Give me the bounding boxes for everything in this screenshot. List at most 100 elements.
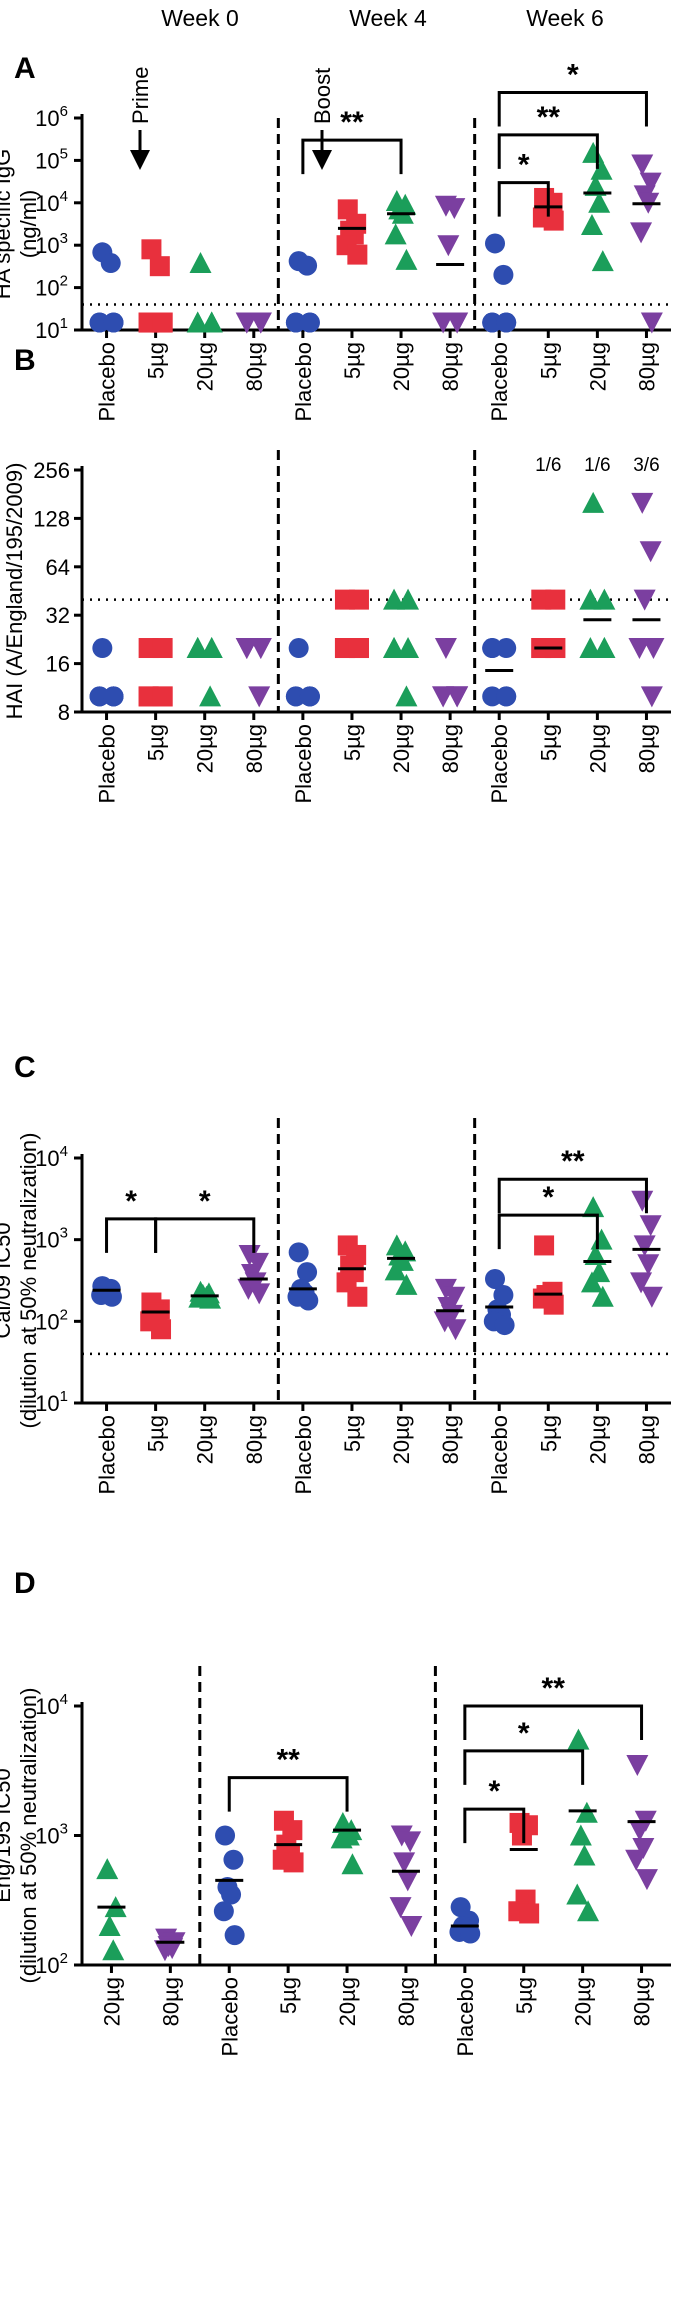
panel-a-point-d20 xyxy=(580,213,603,235)
panel-a-point-placebo xyxy=(496,312,517,333)
panel-d-point-d20 xyxy=(569,1824,592,1846)
panel-c-point-placebo xyxy=(288,1242,309,1263)
panel-a-category-label: 20µg xyxy=(585,342,610,391)
week-0-label: Week 0 xyxy=(161,5,239,31)
panel-c-point-d5 xyxy=(151,1319,172,1340)
panel-b-category-label: 80µg xyxy=(634,724,659,773)
panel-a-ytick-exponent: 2 xyxy=(60,273,68,290)
panel-b-point-placebo xyxy=(482,638,503,659)
panel-a-point-d80 xyxy=(249,312,272,334)
panel-b-point-d80 xyxy=(631,492,654,514)
panel-c-point-d5 xyxy=(543,1294,564,1315)
panel-c-ytick-base: 10 xyxy=(35,1146,59,1171)
panel-d-ytick-exponent: 3 xyxy=(60,1821,68,1838)
panel-c-category-label: 5µg xyxy=(340,1415,365,1452)
panel-b-point-d20 xyxy=(186,637,209,659)
panel-b-point-d20 xyxy=(582,491,605,513)
panel-b-category-label: Placebo xyxy=(95,724,120,804)
prime-label: Prime xyxy=(128,67,153,124)
panel-b-point-d5 xyxy=(152,686,173,707)
panel-c-category-label: 5µg xyxy=(144,1415,169,1452)
panel-a-point-d80 xyxy=(630,222,653,244)
panel-c-point-d80 xyxy=(639,1215,662,1237)
panel-b-point-placebo xyxy=(285,686,306,707)
panel-d-point-d80 xyxy=(625,1849,648,1871)
panel-a-significance-bracket xyxy=(301,138,403,175)
panel-b-responder-ratio: 1/6 xyxy=(535,455,561,476)
panel-c-point-d20 xyxy=(584,1243,607,1265)
panel-d-significance-bracket xyxy=(463,1704,644,1740)
panel-c-point-d80 xyxy=(444,1319,467,1341)
panel-b-y-title: HAI (A/England/195/2009) xyxy=(2,463,27,720)
panel-b-point-d80 xyxy=(446,686,469,708)
panel-letter-c: C xyxy=(14,1051,36,1084)
panel-b-point-placebo xyxy=(496,638,517,659)
panel-a-point-placebo xyxy=(89,312,110,333)
panel-d-point-d5 xyxy=(283,1852,304,1873)
panel-d-point-d80 xyxy=(632,1838,655,1860)
panel-d-significance-stars: ** xyxy=(542,1672,566,1705)
panel-b-category-label: 5µg xyxy=(144,724,169,761)
panel-b-point-placebo xyxy=(482,686,503,707)
panel-b-ytick-label: 8 xyxy=(58,700,70,725)
panel-d-point-d80 xyxy=(628,1820,651,1842)
panel-c-point-d80 xyxy=(637,1254,660,1276)
panel-a-point-d80 xyxy=(443,198,466,220)
panel-a-point-placebo xyxy=(100,253,121,274)
panel-c-significance-bracket xyxy=(105,1217,158,1253)
panel-a-ytick-exponent: 6 xyxy=(60,103,68,120)
panel-c-ytick-exponent: 4 xyxy=(60,1143,68,1160)
panel-a-ytick-label: 104 xyxy=(35,188,68,216)
panel-b-point-placebo xyxy=(299,686,320,707)
panel-c-category-label: 80µg xyxy=(438,1415,463,1464)
panel-b-point-d80 xyxy=(639,541,662,563)
panel-c-ytick-label: 103 xyxy=(35,1225,68,1253)
panel-a-category-label: 80µg xyxy=(438,342,463,391)
panel-d-point-d80 xyxy=(626,1755,649,1777)
panel-c-point-d5 xyxy=(347,1286,368,1307)
panel-a-point-d20 xyxy=(590,158,613,180)
panel-a-point-d20 xyxy=(186,311,209,333)
panel-b-point-d80 xyxy=(248,686,271,708)
panel-d-ytick-label: 102 xyxy=(35,1950,68,1978)
panel-b-point-d20 xyxy=(397,637,420,659)
panel-a-y-title: (ng/ml) xyxy=(16,190,41,258)
panel-b-point-d20 xyxy=(579,588,602,610)
panel-d-point-d80 xyxy=(635,1869,658,1891)
panel-d-significance-bracket xyxy=(463,1749,585,1785)
panel-a-point-placebo xyxy=(485,233,506,254)
panel-d-point-d80 xyxy=(153,1940,176,1962)
panel-c-point-d80 xyxy=(640,1286,663,1308)
week-4-label: Week 4 xyxy=(349,5,427,31)
panel-c-point-d5 xyxy=(534,1235,555,1256)
panel-c-point-d20 xyxy=(384,1259,407,1281)
panel-a-category-label: Placebo xyxy=(487,342,512,422)
boost-arrow: Boost xyxy=(310,68,335,170)
panel-b-point-placebo xyxy=(288,638,309,659)
panel-b-point-d80 xyxy=(235,638,258,660)
panel-a-significance-bracket xyxy=(497,133,599,169)
panel-b-category-label: Placebo xyxy=(487,724,512,804)
panel-d-point-d80 xyxy=(400,1916,423,1938)
panel-c-category-label: 5µg xyxy=(536,1415,561,1452)
panel-a-ytick-label: 102 xyxy=(35,273,68,301)
panel-d-significance-stars: ** xyxy=(276,1744,300,1777)
panel-a-ytick-label: 103 xyxy=(35,230,68,258)
panel-d-point-placebo xyxy=(224,1925,245,1946)
week-6-label: Week 6 xyxy=(526,5,604,31)
panel-d-point-d80 xyxy=(389,1897,412,1919)
panel-a-significance-stars: * xyxy=(567,58,579,91)
panel-a-ytick-base: 10 xyxy=(35,191,59,216)
panel-a-point-placebo xyxy=(299,312,320,333)
panel-d-point-d20 xyxy=(573,1844,596,1866)
panel-c-category-label: Placebo xyxy=(487,1415,512,1495)
panel-d-point-d20 xyxy=(567,1728,590,1750)
panel-a-significance-stars: ** xyxy=(340,106,364,139)
panel-a-ytick-base: 10 xyxy=(35,233,59,258)
panel-c-ytick-exponent: 3 xyxy=(60,1225,68,1242)
panel-a-significance-stars: ** xyxy=(537,101,561,134)
panel-d-category-label: Placebo xyxy=(217,1977,242,2057)
panel-a-category-label: 80µg xyxy=(242,342,267,391)
panel-a-ytick-label: 105 xyxy=(35,145,68,173)
